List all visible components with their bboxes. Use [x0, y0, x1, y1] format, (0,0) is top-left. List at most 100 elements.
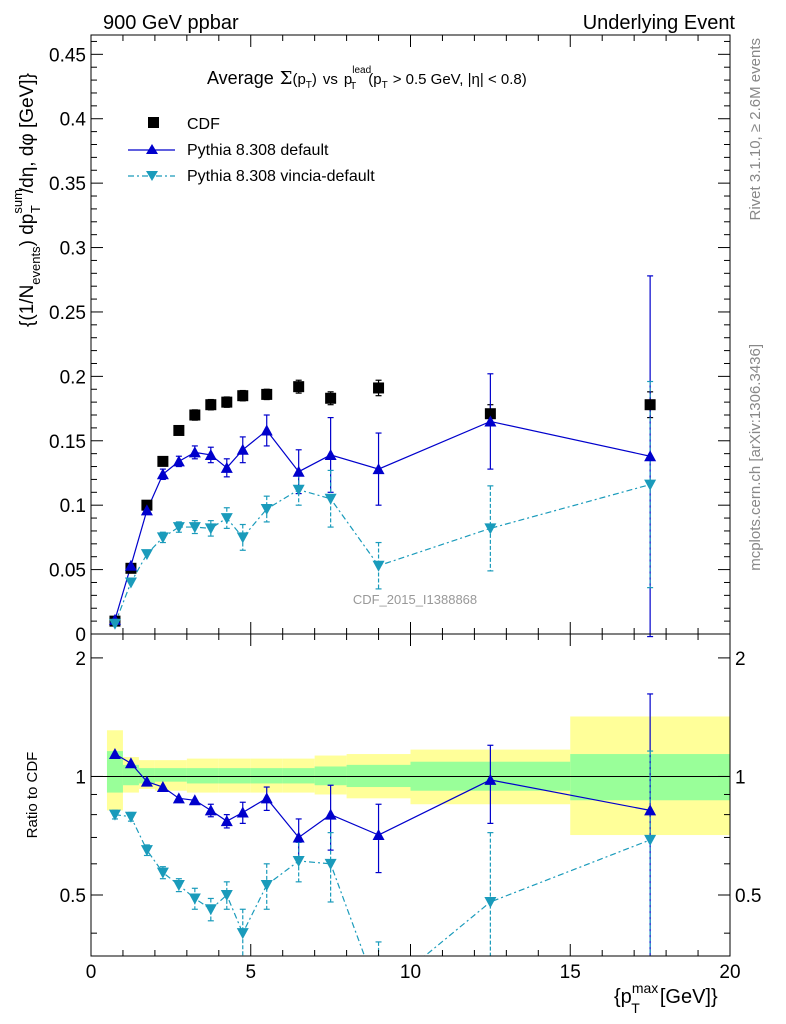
vincia-point: [124, 577, 137, 589]
vincia-point: [108, 618, 121, 630]
ratio-y-tick-label-right: 2: [735, 649, 746, 670]
ratio-vincia-point: [484, 896, 497, 908]
ratio-y-tick-labels: 0.5 0.5 1 1 2 2: [60, 649, 762, 907]
legend-label-vincia: Pythia 8.308 vincia-default: [187, 168, 375, 185]
ratio-vincia-point: [644, 834, 657, 846]
ratio-vincia-point: [204, 904, 217, 916]
vincia-point: [140, 549, 153, 561]
stat-uncertainty-band: [218, 768, 251, 784]
cdf-point: [484, 408, 496, 420]
cdf-point: [189, 409, 201, 421]
ratio-default-point: [188, 794, 201, 806]
main-y-tick-label: 0.1: [60, 496, 86, 517]
cdf-point: [644, 399, 656, 411]
main-markers: [108, 381, 657, 630]
main-ticks: [90, 35, 731, 635]
ratio-y-tick-label-right: 0.5: [735, 886, 761, 907]
default-point: [260, 424, 273, 436]
ratio-vincia-point: [324, 858, 337, 870]
x-tick-label: 10: [400, 962, 421, 983]
default-point: [484, 415, 497, 427]
default-point: [124, 559, 137, 571]
ratio-default-point: [204, 804, 217, 816]
analysis-id: CDF_2015_I1388868: [353, 592, 477, 607]
stat-uncertainty-band: [186, 768, 219, 784]
stat-uncertainty-band: [122, 764, 139, 786]
stat-uncertainty-band: [154, 768, 187, 782]
main-y-tick-label: 0.4: [60, 110, 87, 131]
cdf-point: [373, 382, 385, 394]
vincia-point: [220, 513, 233, 525]
vincia-point: [292, 484, 305, 496]
vincia-point: [188, 522, 201, 534]
main-panel: 0 0.05 0.1 0.15 0.2 0.25 0.3 0.35 0.4 0.45 Averag…: [10, 34, 731, 646]
ratio-y-axis-label: Ratio to CDF: [24, 752, 41, 839]
legend: CDF Pythia 8.308 default Pythia 8.308 vi…: [128, 116, 375, 185]
main-y-tick-label: 0: [75, 625, 86, 646]
main-y-tick-label: 0.15: [49, 432, 86, 453]
legend-marker-default: [146, 144, 158, 154]
default-point: [204, 448, 217, 460]
default-point: [372, 463, 385, 475]
ratio-default-point: [236, 806, 249, 818]
x-tick-label: 5: [245, 962, 256, 983]
ratio-vincia-point: [140, 845, 153, 857]
vincia-point: [484, 523, 497, 535]
header-right: Underlying Event: [583, 12, 736, 34]
cdf-point: [173, 424, 185, 436]
ratio-default-point: [260, 792, 273, 804]
vincia-point: [372, 560, 385, 572]
vincia-point: [236, 532, 249, 544]
ratio-vincia-point: [260, 880, 273, 892]
vincia-point: [324, 493, 337, 505]
legend-marker-cdf: [148, 117, 159, 128]
x-axis-label: {pmax T [GeV]}: [614, 980, 718, 1016]
ratio-default-point: [484, 773, 497, 785]
ratio-panel: 0.5 0.5 1 1 2 2 0 5 10 15 20 Ratio to CDF {pmax T[…: [24, 633, 762, 1016]
cdf-point: [205, 399, 217, 411]
ratio-vincia-point: [188, 893, 201, 905]
vincia-point: [172, 522, 185, 534]
ratio-vincia-point: [220, 889, 233, 901]
ratio-default-point: [324, 808, 337, 820]
cdf-point: [221, 396, 233, 408]
ratio-default-point: [156, 781, 169, 793]
ratio-vincia-point: [373, 989, 385, 1000]
ratio-uncertainty-bands: [106, 716, 730, 836]
legend-marker-vincia: [146, 171, 158, 181]
vincia-point: [644, 479, 657, 491]
mcplots-label: mcplots.cern.ch [arXiv:1306.3436]: [747, 344, 764, 571]
ratio-default-point: [220, 815, 233, 827]
main-y-tick-label: 0.45: [49, 45, 86, 66]
cdf-point: [325, 392, 337, 404]
vincia-point: [204, 523, 217, 535]
stat-uncertainty-band: [250, 768, 283, 784]
ratio-default-point: [108, 748, 121, 760]
vincia-point: [156, 532, 169, 544]
cdf-point: [293, 381, 305, 393]
x-tick-labels: 0 5 10 15 20: [86, 962, 741, 983]
ratio-default-point: [292, 831, 305, 843]
default-point: [324, 448, 337, 460]
ratio-vincia-point: [292, 855, 305, 867]
default-point: [292, 465, 305, 477]
main-y-axis-label: {(1/Nevents) dpsum T/dη, dφ [GeV]}: [10, 73, 43, 327]
legend-label-default: Pythia 8.308 default: [187, 142, 329, 159]
legend-label-cdf: CDF: [187, 116, 220, 133]
ratio-vincia-point: [124, 811, 137, 823]
ratio-ticks: [90, 634, 731, 956]
main-y-tick-label: 0.25: [49, 303, 86, 324]
default-point: [644, 450, 657, 462]
ratio-default-point: [372, 829, 385, 841]
vincia-point: [260, 504, 273, 516]
main-y-tick-label: 0.3: [60, 239, 86, 260]
x-tick-label: 0: [86, 962, 97, 983]
ratio-y-tick-label: 0.5: [60, 886, 86, 907]
default-point: [220, 461, 233, 473]
ratio-y-tick-label-right: 1: [735, 767, 746, 788]
ratio-vincia-point: [108, 809, 121, 821]
ratio-vincia-point: [156, 867, 169, 879]
default-point: [188, 446, 201, 458]
cdf-point: [237, 390, 249, 402]
